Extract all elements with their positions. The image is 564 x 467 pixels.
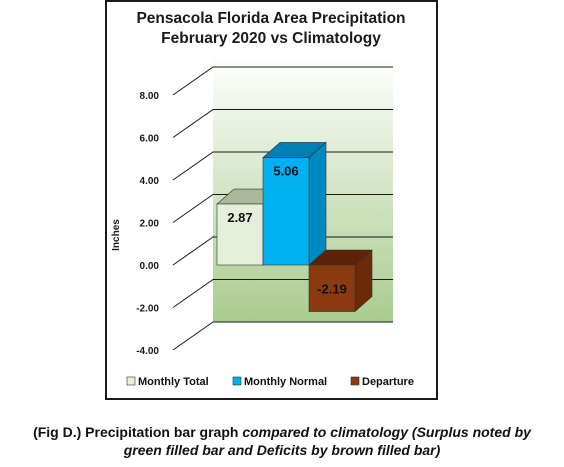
legend-label: Monthly Total: [138, 376, 209, 388]
caption-part1: Precipitation bar graph: [81, 424, 243, 440]
bar-departure: -2.19: [308, 249, 373, 313]
legend-item: Monthly Total: [126, 376, 209, 388]
y-tick-label: 0.00: [140, 261, 160, 272]
chart-title-line1: Pensacola Florida Area Precipitation: [136, 10, 405, 27]
gridline: [172, 66, 393, 96]
y-axis-ticks: 8.00 6.00 4.00 2.00 0.00 -2.00 -4.00: [136, 91, 159, 357]
gridline: [172, 236, 393, 266]
caption-fig-label: (Fig D.): [33, 424, 82, 440]
caption-part2: compared to climatology (Surplus noted b…: [242, 424, 531, 440]
figure-caption-line2: green filled bar and Deficits by brown f…: [123, 442, 441, 458]
legend-label: Monthly Normal: [244, 376, 327, 388]
gridline: [172, 194, 393, 223]
bar-side: [308, 141, 327, 266]
chart-title-line2: February 2020 vs Climatology: [161, 30, 381, 47]
chart-side-wall: [173, 55, 213, 350]
bar-value-label: 2.87: [227, 210, 252, 225]
bar-value-label: -2.19: [317, 281, 347, 296]
y-axis-label: Inches: [111, 219, 122, 251]
bar-monthly-normal: 5.06: [262, 141, 327, 266]
y-tick-label: -2.00: [136, 304, 159, 315]
legend-label: Departure: [362, 376, 414, 388]
gridline: [172, 321, 393, 351]
legend-swatch: [232, 376, 242, 386]
bar-front: [262, 157, 310, 266]
legend-item: Monthly Normal: [232, 376, 327, 388]
legend-item: Departure: [350, 376, 414, 388]
legend: Monthly Total Monthly Normal Departure: [126, 376, 414, 388]
y-tick-label: 4.00: [140, 176, 160, 187]
figure-caption-line1: (Fig D.) Precipitation bar graph compare…: [0, 424, 564, 440]
y-tick-label: 6.00: [140, 134, 160, 145]
gridline: [172, 109, 393, 138]
y-tick-label: -4.00: [136, 346, 159, 357]
y-tick-label: 2.00: [140, 219, 160, 230]
y-tick-label: 8.00: [140, 91, 160, 102]
legend-swatch: [350, 376, 360, 386]
legend-swatch: [126, 376, 136, 386]
bar-front: [308, 264, 356, 312]
bars: 2.87 5.06 -2.19: [216, 141, 373, 313]
gridline: [172, 151, 393, 181]
precipitation-chart: Pensacola Florida Area Precipitation Feb…: [111, 10, 414, 388]
bar-value-label: 5.06: [273, 163, 298, 178]
